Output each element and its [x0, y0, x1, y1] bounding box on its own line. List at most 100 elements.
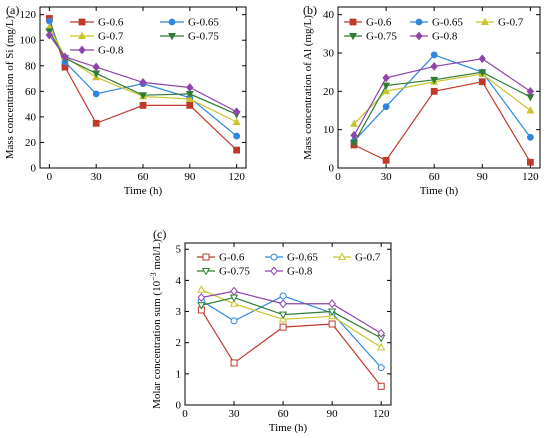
legend: G-0.6 G-0.65 G-0.7 G-0.75 G-0.8 [70, 17, 219, 57]
legend-marker [202, 253, 210, 261]
legend-label: G-0.7 [355, 252, 381, 264]
legend-marker [78, 18, 86, 26]
x-tick-label: 0 [182, 408, 188, 420]
legend-label: G-0.75 [366, 31, 397, 43]
series-line [353, 71, 531, 144]
legend-item: G-0.8 [70, 45, 124, 57]
y-tick-label: 0 [176, 400, 182, 412]
legend-marker [270, 266, 278, 276]
series-G-0.75 [350, 69, 535, 148]
x-axis-title: Time (h) [420, 185, 459, 197]
y-axis-title: Molar concentration sum (10−3 mol/L) [149, 239, 163, 409]
x-tick-label: 60 [138, 171, 150, 183]
series-line [353, 73, 531, 125]
x-tick-label: 90 [184, 171, 196, 183]
legend-label: G-0.65 [287, 252, 318, 264]
y-tick-label: 3 [176, 306, 182, 318]
legend-label: G-0.65 [432, 17, 463, 29]
legend-marker [481, 17, 489, 25]
legend: G-0.6 G-0.65 G-0.7 G-0.75 G-0.8 [197, 252, 381, 278]
legend-marker [349, 18, 357, 26]
data-point [350, 131, 358, 140]
legend-item: G-0.65 [160, 17, 219, 29]
data-point [186, 101, 194, 109]
x-tick-label: 0 [335, 171, 341, 183]
data-point [526, 106, 535, 114]
legend-item: G-0.6 [197, 252, 245, 264]
chart-panel-b: 0 30 60 90 120 0 10 20 30 40 Time (h) Mass concentr… [302, 3, 541, 197]
y-axis-title: Mass concentration of Al (mg/L) [302, 15, 314, 160]
data-point [45, 30, 54, 40]
x-tick-label: 0 [47, 171, 53, 183]
series-G-0.65 [350, 51, 534, 145]
series-G-0.7 [197, 285, 386, 351]
data-point [279, 299, 287, 309]
legend-label: G-0.6 [98, 17, 124, 29]
panel-label: (b) [303, 3, 317, 17]
data-point [478, 54, 486, 64]
data-point [139, 101, 147, 109]
series-G-0.8 [197, 286, 385, 338]
y-tick-label: 40 [25, 111, 37, 123]
y-axis-title-exponent: −3 [149, 272, 158, 281]
x-tick-label: 90 [327, 408, 339, 420]
legend-marker [270, 253, 278, 261]
data-point [382, 103, 390, 111]
data-point [233, 132, 241, 140]
legend-marker [415, 18, 423, 26]
x-tick-label: 60 [278, 408, 290, 420]
legend-item: G-0.65 [265, 252, 318, 264]
data-point [232, 117, 241, 125]
legend-item: G-0.7 [70, 31, 124, 43]
legend-item: G-0.65 [410, 17, 463, 29]
data-point [232, 107, 241, 117]
data-point [230, 359, 238, 367]
data-point [377, 342, 386, 351]
x-axis-title: Time (h) [269, 422, 308, 434]
legend-item: G-0.7 [333, 252, 381, 264]
legend-item: G-0.8 [410, 31, 458, 43]
legend: G-0.6 G-0.65 G-0.7 G-0.75 G-0.8 [344, 17, 524, 43]
x-tick-label: 30 [381, 171, 393, 183]
legend-label: G-0.8 [287, 266, 313, 278]
series-line [200, 309, 382, 387]
series-G-0.8 [45, 30, 241, 117]
data-point [350, 119, 359, 127]
panel-label: (a) [6, 3, 19, 17]
y-tick-label: 20 [25, 137, 37, 149]
legend-label: G-0.6 [366, 17, 392, 29]
x-tick-label: 120 [522, 171, 539, 183]
series-G-0.8 [350, 54, 535, 140]
y-tick-label: 10 [323, 124, 335, 136]
data-point [186, 83, 194, 92]
y-tick-label: 0 [31, 163, 37, 175]
x-tick-label: 30 [91, 171, 103, 183]
legend-item: G-0.6 [344, 17, 392, 29]
legend-marker [168, 18, 176, 26]
x-tick-label: 30 [229, 408, 241, 420]
series-line [353, 81, 531, 163]
series-line [201, 295, 382, 369]
data-point [279, 323, 287, 331]
data-point [139, 78, 147, 87]
data-point [45, 17, 53, 25]
data-point [377, 328, 385, 338]
data-point [185, 94, 194, 102]
data-point [377, 382, 385, 390]
legend-label: G-0.6 [219, 252, 245, 264]
data-point [350, 140, 359, 148]
y-tick-label: 40 [323, 9, 335, 21]
legend-label: G-0.75 [188, 31, 219, 43]
data-point [279, 292, 287, 300]
legend-label: G-0.8 [98, 45, 124, 57]
legend-marker [78, 31, 86, 39]
legend-marker [415, 31, 423, 41]
legend-item: G-0.75 [160, 31, 219, 43]
data-point [61, 52, 69, 62]
data-point [229, 299, 239, 307]
data-point [430, 87, 438, 95]
series-line [48, 20, 238, 137]
legend-marker [78, 45, 86, 55]
x-tick-label: 120 [373, 408, 390, 420]
data-point [230, 317, 238, 325]
